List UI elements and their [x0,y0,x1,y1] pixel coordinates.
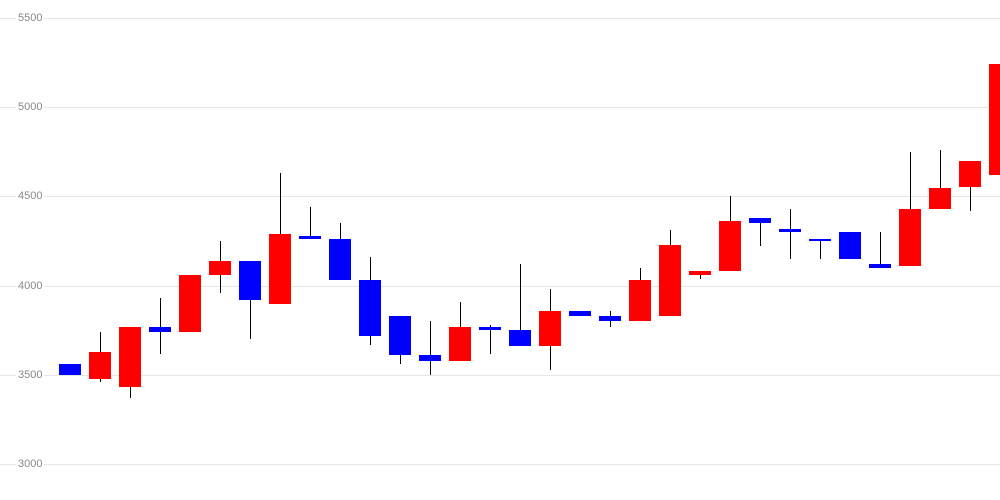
y-axis-tick-label: 3000 [16,458,44,470]
candle-down [329,239,351,280]
candle-up [89,352,111,379]
candle-down [149,327,171,332]
candle-up [209,261,231,275]
candle-up [449,327,471,361]
candle-down [599,316,621,321]
candle-up [269,234,291,304]
candle-up [899,209,921,266]
candle-down [239,261,261,300]
candle-up [119,327,141,388]
candle-down [869,264,891,268]
candle-up [629,280,651,321]
candle-down [569,311,591,316]
candle-down [419,355,441,360]
gridline [0,18,1000,19]
candle-wick [430,321,431,375]
candle-wick [820,239,821,259]
candle-wick [310,207,311,239]
candle-wick [790,209,791,259]
gridline [0,375,1000,376]
candle-up [719,221,741,271]
candle-down [59,364,81,375]
y-axis-tick-label: 3500 [16,369,44,381]
candle-down [839,232,861,259]
candle-up [539,311,561,347]
candle-down [749,218,771,223]
candle-up [959,161,981,188]
candle-down [779,229,801,233]
candle-up [659,245,681,316]
candle-down [389,316,411,355]
candle-down [299,236,321,240]
candle-down [509,330,531,346]
candle-down [359,280,381,335]
candle-wick [880,232,881,268]
gridline [0,196,1000,197]
candle-up [689,271,711,275]
candle-up [929,188,951,209]
gridline [0,107,1000,108]
candle-up [179,275,201,332]
gridline [0,464,1000,465]
y-axis-tick-label: 5000 [16,101,44,113]
candle-up [989,64,1000,175]
y-axis-tick-label: 5500 [16,12,44,24]
candle-down [809,239,831,241]
candlestick-chart: 3000 3500 4000 4500 5000 5500 [0,0,1000,500]
gridline [0,286,1000,287]
y-axis-tick-label: 4000 [16,280,44,292]
y-axis-tick-label: 4500 [16,190,44,202]
candle-down [479,327,501,331]
